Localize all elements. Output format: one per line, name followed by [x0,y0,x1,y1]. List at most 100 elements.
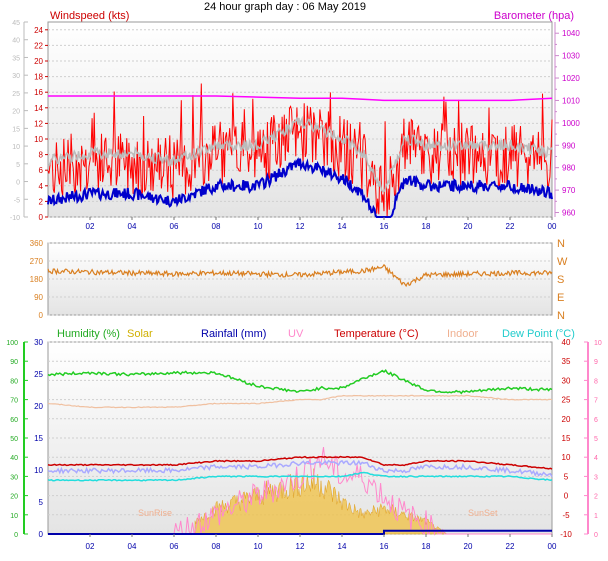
barometer-tick-label: 970 [562,186,576,195]
rainfall-tick-label: 25 [34,370,43,379]
far-left-tick-label: 45 [12,20,20,27]
barometer-tick-label: 1040 [562,29,580,38]
wind-low-line [47,157,553,218]
wind-tick-label: 8 [39,151,44,160]
wind-tick-label: 4 [39,182,44,191]
direction-series [47,263,553,288]
wind-tick-label: 24 [34,26,43,35]
far-left-tick-label: 0 [16,180,20,187]
sunset-label: SunSet [468,508,498,518]
legend-dewpoint: Dew Point (°C) [502,328,575,340]
legend-uv: UV [288,328,304,340]
uv-tick-label: 6 [594,417,598,424]
compass-label: S [557,274,564,286]
solar-area [194,468,458,535]
temperature-tick-label: 35 [562,357,571,366]
wind-tick-label: 10 [34,135,43,144]
far-left-tick-label: 30 [12,73,20,80]
rainfall-axis: 0 5 10 15 20 25 30 [34,338,43,539]
legend-rainfall: Rainfall (mm) [201,328,266,340]
humidity-tick-label: 70 [10,398,18,405]
barometer-tick-label: 1030 [562,52,580,61]
far-left-tick-label: 15 [12,126,20,133]
x-tick-label: 04 [128,222,137,231]
x-tick-label: 14 [338,222,347,231]
humidity-tick-label: 40 [10,455,18,462]
wind-series [47,83,553,218]
humidity-tick-label: 10 [10,513,18,520]
compass-label: E [557,292,564,304]
humidity-tick-label: 80 [10,378,18,385]
indoor-temperature-line [47,394,553,409]
rainfall-tick-label: 0 [39,530,44,539]
humidity-tick-label: 60 [10,417,18,424]
barometer-tick-label: 1000 [562,119,580,128]
x-tick-label: 16 [380,222,389,231]
wind-far-left-axis: -10 -5 0 5 10 15 20 25 30 35 40 45 [10,20,28,222]
x-tick-label: 06 [170,222,179,231]
compass-label: N [557,238,565,250]
x-tick-label: 10 [254,542,263,551]
far-left-tick-label: 40 [12,38,20,45]
uv-tick-label: 2 [594,494,598,501]
wind-tick-label: 2 [39,197,44,206]
graph-title: 24 hour graph day : 06 May 2019 [204,1,366,13]
x-tick-label: 10 [254,222,263,231]
temperature-tick-label: 0 [564,492,569,501]
direction-tick-label: 0 [39,311,44,320]
legend-humidity: Humidity (%) [57,328,120,340]
legend-temperature: Temperature (°C) [334,328,418,340]
x-tick-label: 04 [128,542,137,551]
direction-grid [48,242,552,316]
barometer-line [48,95,553,102]
legend-indoor: Indoor [447,328,479,340]
rainfall-tick-label: 20 [34,402,43,411]
x-tick-label: 08 [212,542,221,551]
wind-tick-label: 16 [34,88,43,97]
far-left-tick-label: 25 [12,91,20,98]
temperature-tick-label: -10 [560,530,572,539]
temperature-tick-label: 5 [564,472,569,481]
far-left-tick-label: 35 [12,55,20,62]
x-tick-label: 02 [86,222,95,231]
temperature-tick-label: 25 [562,396,571,405]
temperature-tick-label: 15 [562,434,571,443]
barometer-tick-label: 980 [562,164,576,173]
far-left-tick-label: 5 [16,162,20,169]
compass-label: N [557,310,565,322]
x-tick-label: 00 [548,222,557,231]
legend-solar: Solar [127,328,153,340]
uv-axis: 0 1 2 3 4 5 6 7 8 9 10 [584,340,602,539]
humidity-tick-label: 90 [10,359,18,366]
rainfall-tick-label: 5 [39,498,44,507]
x-tick-label: 20 [464,222,473,231]
wind-tick-label: 6 [39,166,44,175]
temperature-tick-label: 30 [562,376,571,385]
humidity-tick-label: 30 [10,474,18,481]
x-tick-label: 00 [548,542,557,551]
wind-tick-label: 0 [39,213,44,222]
wind-tick-label: 18 [34,73,43,82]
humidity-axis: 0 10 20 30 40 50 60 70 80 90 100 [6,340,28,539]
temperature-tick-label: 20 [562,415,571,424]
uv-tick-label: 1 [594,513,598,520]
uv-tick-label: 10 [594,340,602,347]
compass-label: W [557,256,568,268]
wind-gust-line [47,83,553,218]
humidity-tick-label: 50 [10,436,18,443]
uv-tick-label: 0 [594,532,598,539]
uv-tick-label: 8 [594,378,598,385]
uv-tick-label: 9 [594,359,598,366]
uv-tick-label: 3 [594,474,598,481]
barometer-tick-label: 1020 [562,74,580,83]
x-tick-label: 02 [86,542,95,551]
x-tick-label: 12 [296,542,305,551]
direction-left-axis: 0 90 180 270 360 [30,239,44,320]
wind-tick-label: 22 [34,41,43,50]
x-tick-label: 16 [380,542,389,551]
x-tick-label: 06 [170,542,179,551]
climate-x-axis: 02 04 06 08 10 12 14 16 18 20 22 00 [86,534,557,551]
